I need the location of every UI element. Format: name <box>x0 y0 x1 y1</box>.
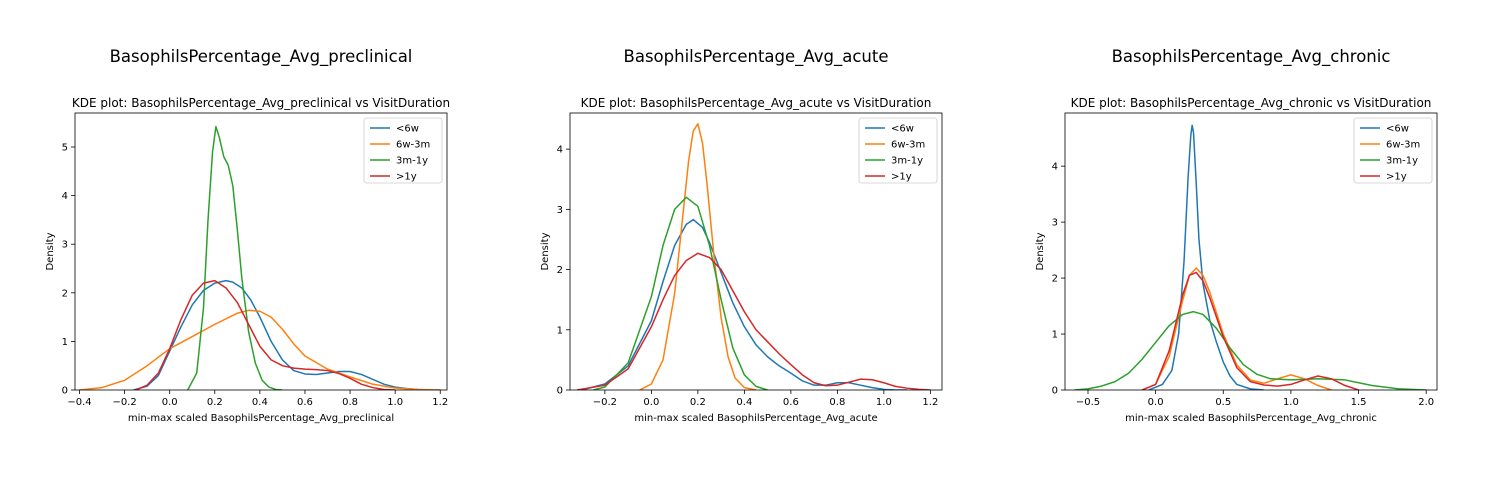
y-tick-label: 0 <box>62 386 68 397</box>
kde-line-4 <box>1141 271 1359 390</box>
legend-label: 3m-1y <box>1386 156 1418 167</box>
x-tick-label: 0.8 <box>829 397 845 408</box>
y-tick-label: 5 <box>62 143 68 154</box>
y-tick-label: 1 <box>1052 330 1058 341</box>
axes-frame <box>1064 112 1438 391</box>
x-tick-label: 0.0 <box>1148 397 1164 408</box>
subplot-2: BasophilsPercentage_Avg_acute KDE plot: B… <box>540 47 943 424</box>
x-axis-label: min-max scaled BasophilsPercentage_Avg_a… <box>634 413 877 424</box>
subplot-suptitle: BasophilsPercentage_Avg_chronic <box>1112 47 1391 67</box>
y-tick-label: 2 <box>557 265 563 276</box>
x-tick-label: 1.2 <box>432 397 448 408</box>
y-axis-label: Density <box>540 232 551 270</box>
legend-label: <6w <box>1386 124 1409 135</box>
legend-label: >1y <box>396 172 417 183</box>
axes-title: KDE plot: BasophilsPercentage_Avg_chroni… <box>1071 96 1432 110</box>
subplot-1: BasophilsPercentage_Avg_preclinical KDE p… <box>45 47 450 424</box>
x-tick-label: 2.0 <box>1418 397 1434 408</box>
legend: <6w 6w-3m 3m-1y >1y <box>1353 117 1433 184</box>
x-tick-label: 0.6 <box>783 397 799 408</box>
legend-label: 3m-1y <box>396 156 428 167</box>
y-tick-label: 3 <box>557 205 563 216</box>
x-tick-label: 0.0 <box>643 397 659 408</box>
subplot-suptitle: BasophilsPercentage_Avg_preclinical <box>110 47 413 67</box>
kde-line-3 <box>1074 310 1427 390</box>
y-tick-label: 0 <box>1052 386 1058 397</box>
y-tick-label: 2 <box>1052 274 1058 285</box>
legend-box <box>363 117 443 184</box>
x-axis-label: min-max scaled BasophilsPercentage_Avg_c… <box>1125 413 1377 424</box>
legend-label: 3m-1y <box>891 156 923 167</box>
y-tick-label: 4 <box>557 145 563 156</box>
y-tick-label: 3 <box>62 240 68 251</box>
axes-frame <box>569 112 943 391</box>
legend-label: 6w-3m <box>1386 140 1420 151</box>
x-tick-label: 0.2 <box>207 397 223 408</box>
x-tick-label: 0.0 <box>162 397 178 408</box>
legend-box <box>1353 117 1433 184</box>
legend-box <box>858 117 938 184</box>
kde-line-2 <box>639 123 757 390</box>
y-axis-label: Density <box>45 232 56 270</box>
y-tick-label: 3 <box>1052 218 1058 229</box>
kde-line-4 <box>135 279 396 390</box>
y-tick-label: 4 <box>1052 162 1058 173</box>
x-tick-label: 1.0 <box>387 397 403 408</box>
x-tick-label: −0.5 <box>1076 397 1100 408</box>
subplot-3: BasophilsPercentage_Avg_chronic KDE plot:… <box>1035 47 1438 424</box>
axes-title: KDE plot: BasophilsPercentage_Avg_precli… <box>72 96 450 110</box>
kde-line-1 <box>1148 124 1264 390</box>
x-tick-label: 1.2 <box>922 397 938 408</box>
legend-label: <6w <box>891 124 914 135</box>
x-tick-label: −0.4 <box>67 397 91 408</box>
x-tick-label: −0.2 <box>593 397 617 408</box>
y-tick-label: 1 <box>62 337 68 348</box>
legend: <6w 6w-3m 3m-1y >1y <box>858 117 938 184</box>
legend-label: 6w-3m <box>396 140 430 151</box>
subplot-suptitle: BasophilsPercentage_Avg_acute <box>624 47 889 67</box>
x-axis-label: min-max scaled BasophilsPercentage_Avg_p… <box>128 413 394 424</box>
x-tick-label: 0.4 <box>252 397 268 408</box>
y-tick-label: 1 <box>557 325 563 336</box>
axes-title: KDE plot: BasophilsPercentage_Avg_acute … <box>581 96 932 110</box>
x-tick-label: 0.8 <box>342 397 358 408</box>
x-tick-label: −0.2 <box>112 397 136 408</box>
y-tick-label: 0 <box>557 386 563 397</box>
x-tick-label: 1.5 <box>1351 397 1367 408</box>
y-axis-label: Density <box>1035 232 1046 270</box>
y-tick-label: 2 <box>62 288 68 299</box>
x-tick-label: 1.0 <box>876 397 892 408</box>
legend-label: <6w <box>396 124 419 135</box>
x-tick-label: 1.0 <box>1283 397 1299 408</box>
y-tick-label: 4 <box>62 191 68 202</box>
x-tick-label: 0.6 <box>297 397 313 408</box>
kde-line-1 <box>581 218 908 390</box>
kde-line-2 <box>79 309 441 390</box>
kde-line-1 <box>133 279 441 390</box>
x-tick-label: 0.4 <box>736 397 752 408</box>
legend-label: >1y <box>1386 172 1407 183</box>
legend-label: 6w-3m <box>891 140 925 151</box>
axes-frame <box>74 112 448 391</box>
legend: <6w 6w-3m 3m-1y >1y <box>363 117 443 184</box>
kde-line-3 <box>593 196 768 390</box>
kde-line-4 <box>576 252 931 390</box>
x-tick-label: 0.5 <box>1215 397 1231 408</box>
x-tick-label: 0.2 <box>690 397 706 408</box>
kde-line-3 <box>187 125 283 390</box>
legend-label: >1y <box>891 172 912 183</box>
